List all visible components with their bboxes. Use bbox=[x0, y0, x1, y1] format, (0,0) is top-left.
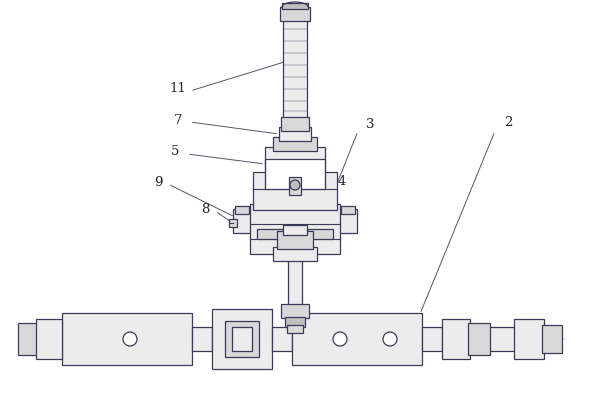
Bar bbox=[292, 313, 422, 365]
Text: 7: 7 bbox=[174, 113, 182, 126]
Bar bbox=[273, 247, 317, 261]
Bar bbox=[212, 309, 272, 369]
Bar bbox=[250, 204, 340, 254]
Bar bbox=[422, 327, 442, 351]
Circle shape bbox=[123, 332, 137, 346]
Bar bbox=[283, 225, 307, 236]
Text: 4: 4 bbox=[338, 175, 346, 188]
Bar bbox=[225, 321, 259, 357]
Bar bbox=[265, 160, 325, 189]
Bar bbox=[279, 128, 311, 142]
Bar bbox=[18, 323, 38, 355]
Bar bbox=[277, 231, 313, 249]
Bar bbox=[339, 209, 357, 234]
Bar bbox=[514, 319, 544, 359]
Bar bbox=[272, 327, 292, 351]
Bar bbox=[488, 327, 516, 351]
Text: 11: 11 bbox=[170, 81, 187, 94]
Bar bbox=[232, 327, 252, 351]
Bar bbox=[287, 325, 303, 333]
Text: 9: 9 bbox=[154, 176, 162, 189]
Text: 5: 5 bbox=[171, 145, 179, 158]
Bar bbox=[282, 4, 308, 10]
Bar bbox=[62, 313, 192, 365]
Bar bbox=[442, 319, 470, 359]
Bar bbox=[289, 178, 301, 196]
Text: 2: 2 bbox=[504, 115, 512, 128]
Bar bbox=[542, 325, 562, 353]
Bar bbox=[280, 8, 310, 22]
Bar bbox=[253, 173, 337, 211]
Circle shape bbox=[333, 332, 347, 346]
Circle shape bbox=[383, 332, 397, 346]
Bar bbox=[265, 148, 325, 166]
Bar bbox=[233, 209, 251, 234]
Bar bbox=[235, 207, 249, 214]
Bar bbox=[468, 323, 490, 355]
Bar bbox=[341, 207, 355, 214]
Bar bbox=[283, 20, 307, 120]
Circle shape bbox=[290, 180, 300, 191]
Text: 3: 3 bbox=[366, 118, 374, 131]
Bar bbox=[229, 220, 237, 227]
Text: 8: 8 bbox=[201, 203, 209, 216]
Bar bbox=[36, 319, 62, 359]
Bar bbox=[288, 257, 302, 309]
Bar bbox=[281, 118, 309, 132]
Bar bbox=[281, 304, 309, 318]
Bar bbox=[192, 327, 212, 351]
Bar bbox=[273, 138, 317, 152]
Bar bbox=[285, 317, 305, 327]
Bar bbox=[257, 229, 333, 239]
